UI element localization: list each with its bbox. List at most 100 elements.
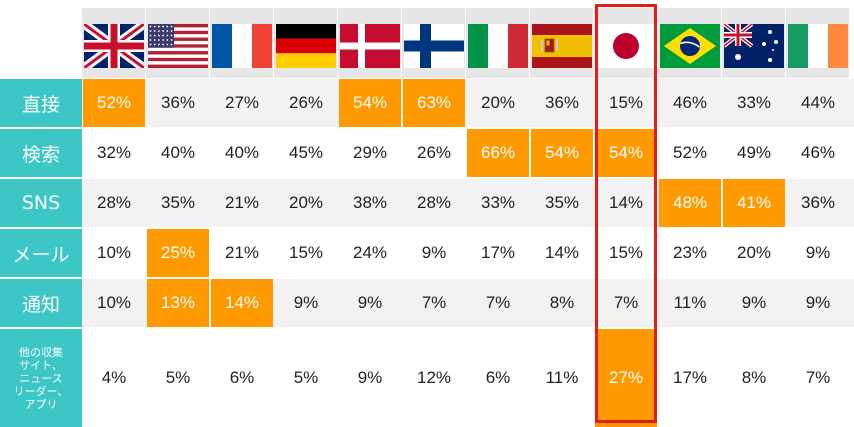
data-value: 11% xyxy=(673,293,707,312)
flag-header-cell xyxy=(658,8,721,78)
data-value: 28% xyxy=(416,193,452,212)
data-value: 33% xyxy=(480,193,516,212)
row-separator xyxy=(0,277,854,279)
data-value: 5% xyxy=(293,368,319,387)
data-value: 45% xyxy=(288,143,324,162)
data-value: 26% xyxy=(416,143,452,162)
data-value: 9% xyxy=(805,243,831,262)
table-row xyxy=(82,329,854,427)
data-value: 44% xyxy=(800,93,836,112)
data-value: 54% xyxy=(531,129,593,177)
data-value: 36% xyxy=(544,93,580,112)
data-value: 5% xyxy=(165,368,191,387)
japan-flag-icon xyxy=(596,24,656,68)
data-value: 54% xyxy=(339,79,401,127)
data-value: 35% xyxy=(544,193,580,212)
data-value: 40% xyxy=(160,143,196,162)
table-row xyxy=(82,79,854,127)
ireland-flag-icon xyxy=(788,24,848,68)
row-label: 他の収集 サイト、 ニュース リーダー、 アプリ xyxy=(0,329,82,427)
data-value: 9% xyxy=(357,293,383,312)
data-value: 9% xyxy=(357,368,383,387)
row-separator xyxy=(0,177,854,179)
flag-header-cell xyxy=(274,8,337,78)
flag-header-cell xyxy=(402,8,465,78)
data-value: 15% xyxy=(288,243,324,262)
data-value: 6% xyxy=(229,368,255,387)
data-value: 40% xyxy=(224,143,260,162)
data-value: 8% xyxy=(549,293,575,312)
data-value: 7% xyxy=(421,293,447,312)
united-kingdom-flag-icon xyxy=(84,24,144,68)
data-value: 7% xyxy=(613,293,639,312)
flag-header-cell xyxy=(594,8,657,78)
row-separator xyxy=(0,227,854,229)
data-value: 46% xyxy=(800,143,836,162)
france-flag-icon xyxy=(212,24,272,68)
flag-header-cell xyxy=(82,8,145,78)
data-value: 20% xyxy=(736,243,772,262)
table-row xyxy=(82,279,854,327)
table-row xyxy=(82,229,854,277)
data-value: 32% xyxy=(96,143,132,162)
data-value: 26% xyxy=(288,93,324,112)
united-states-flag-icon xyxy=(148,24,208,68)
row-label: 通知 xyxy=(0,279,82,327)
data-value: 15% xyxy=(608,93,644,112)
data-value: 41% xyxy=(723,179,785,227)
data-value: 29% xyxy=(352,143,388,162)
data-value: 63% xyxy=(403,79,465,127)
row-label: メール xyxy=(0,229,82,277)
spain-flag-icon xyxy=(532,24,592,68)
data-value: 20% xyxy=(288,193,324,212)
data-value: 49% xyxy=(736,143,772,162)
data-value: 9% xyxy=(293,293,319,312)
row-label: SNS xyxy=(0,179,82,227)
data-value: 24% xyxy=(352,243,388,262)
data-value: 48% xyxy=(659,179,721,227)
data-value: 8% xyxy=(741,368,767,387)
denmark-flag-icon xyxy=(340,24,400,68)
data-value: 7% xyxy=(805,368,831,387)
data-value: 15% xyxy=(608,243,644,262)
data-value: 4% xyxy=(101,368,127,387)
data-value: 11% xyxy=(545,368,579,387)
data-value: 28% xyxy=(96,193,132,212)
data-value: 20% xyxy=(480,93,516,112)
data-value: 13% xyxy=(147,279,209,327)
data-value: 35% xyxy=(160,193,196,212)
data-value: 27% xyxy=(224,93,260,112)
row-separator xyxy=(0,327,854,329)
flag-header-cell xyxy=(786,8,849,78)
data-value: 54% xyxy=(595,129,657,177)
data-value: 38% xyxy=(352,193,388,212)
data-value: 27% xyxy=(595,329,657,427)
data-value: 14% xyxy=(608,193,644,212)
data-value: 12% xyxy=(416,368,452,387)
data-value: 17% xyxy=(672,368,708,387)
data-value: 66% xyxy=(467,129,529,177)
data-value: 10% xyxy=(96,293,132,312)
finland-flag-icon xyxy=(404,24,464,68)
data-value: 17% xyxy=(480,243,516,262)
flag-header-cell xyxy=(146,8,209,78)
italy-flag-icon xyxy=(468,24,528,68)
row-label: 検索 xyxy=(0,129,82,177)
flag-header-cell xyxy=(722,8,785,78)
row-label: 直接 xyxy=(0,79,82,127)
data-value: 14% xyxy=(544,243,580,262)
data-value: 52% xyxy=(83,79,145,127)
data-value: 14% xyxy=(211,279,273,327)
data-value: 9% xyxy=(805,293,831,312)
data-value: 23% xyxy=(672,243,708,262)
data-value: 6% xyxy=(485,368,511,387)
data-value: 7% xyxy=(485,293,511,312)
data-value: 36% xyxy=(160,93,196,112)
brazil-flag-icon xyxy=(660,24,720,68)
data-value: 9% xyxy=(421,243,447,262)
data-value: 33% xyxy=(736,93,772,112)
data-value: 21% xyxy=(224,193,260,212)
data-value: 52% xyxy=(672,143,708,162)
flag-header-cell xyxy=(338,8,401,78)
